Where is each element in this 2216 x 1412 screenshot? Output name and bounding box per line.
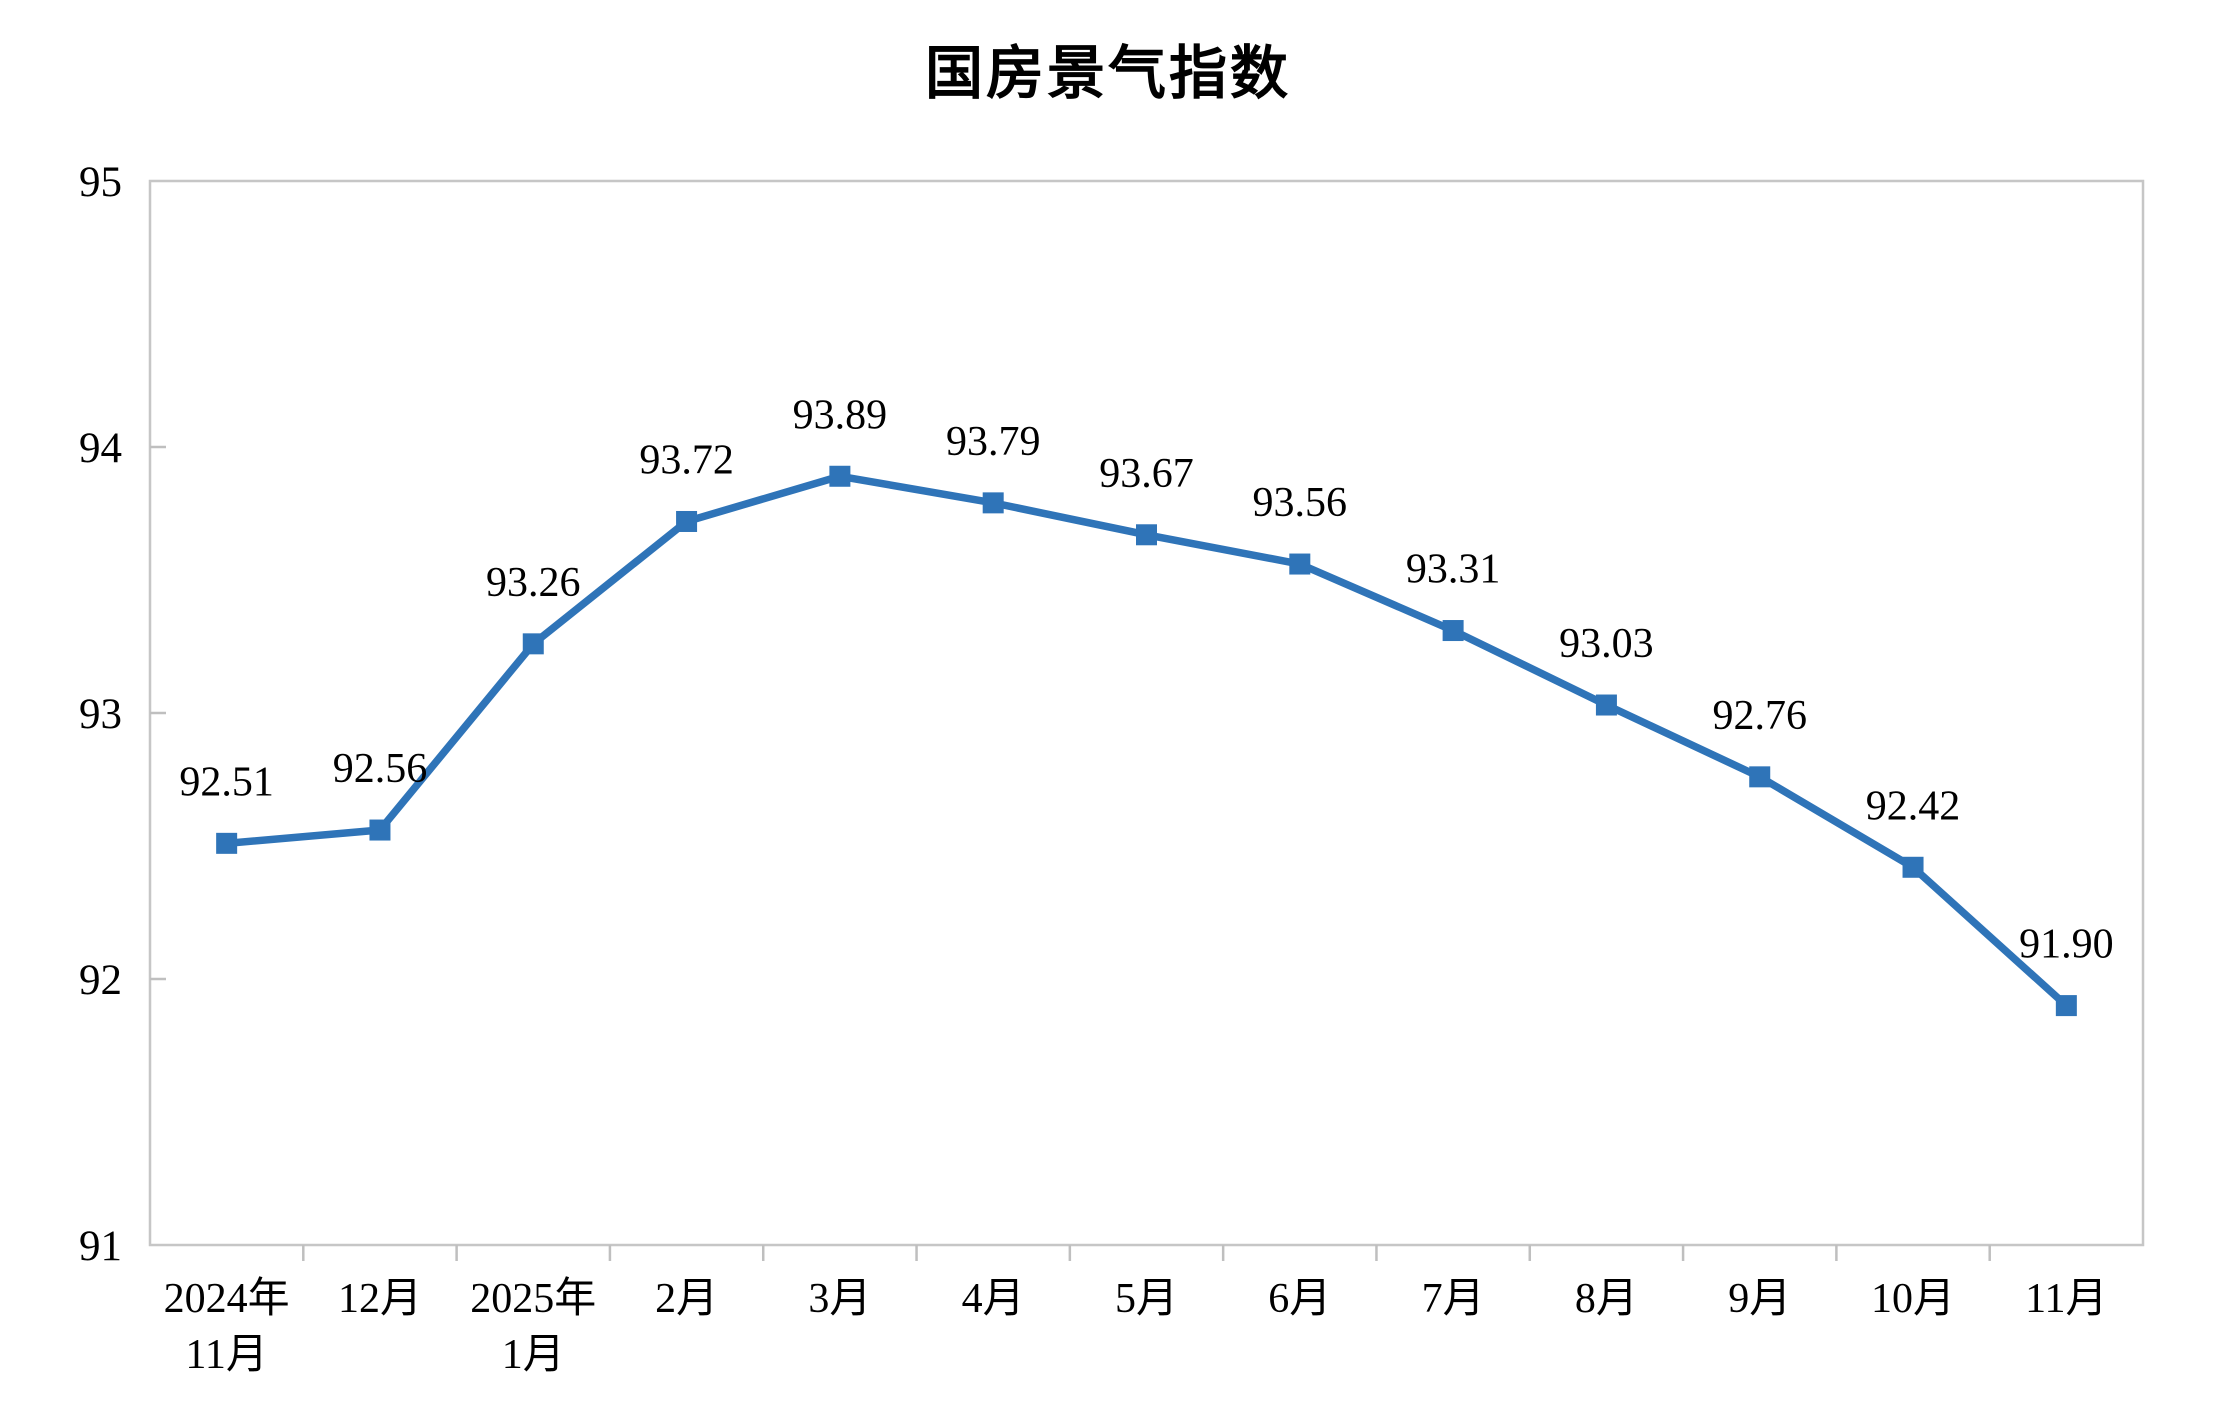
data-point-label: 92.56 xyxy=(333,746,428,792)
data-point-label: 93.72 xyxy=(639,437,734,483)
y-axis-tick-label: 91 xyxy=(79,1223,122,1270)
data-point-marker xyxy=(829,465,851,487)
data-point-marker xyxy=(1902,856,1924,878)
data-point-marker xyxy=(522,633,544,655)
x-axis-label: 9月 xyxy=(1728,1276,1791,1322)
data-point-label: 92.76 xyxy=(1712,693,1807,739)
x-axis-label: 2月 xyxy=(655,1276,718,1322)
data-point-label: 93.26 xyxy=(486,560,581,606)
x-axis-label: 2024年 xyxy=(164,1275,290,1322)
x-axis-label: 6月 xyxy=(1268,1276,1331,1322)
x-axis-label: 5月 xyxy=(1115,1276,1178,1322)
x-axis-label: 7月 xyxy=(1422,1276,1485,1322)
data-point-marker xyxy=(369,819,391,841)
data-point-marker xyxy=(676,510,698,532)
data-series-line xyxy=(226,472,2069,1009)
data-point-marker xyxy=(2055,995,2077,1017)
plot-frame xyxy=(148,179,2145,1247)
data-point-marker xyxy=(982,492,1004,514)
x-axis-label: 11月 xyxy=(2025,1276,2107,1322)
chart-title: 国房景气指数 xyxy=(924,41,1291,106)
y-axis-tick-label: 92 xyxy=(79,957,122,1004)
data-point-label: 93.67 xyxy=(1099,451,1194,497)
x-axis-label: 12月 xyxy=(338,1276,422,1322)
y-axis-tick-label: 94 xyxy=(79,425,122,472)
x-axis-label: 11月 xyxy=(185,1332,267,1378)
x-axis-label: 1月 xyxy=(502,1332,565,1378)
y-axis-tick-label: 93 xyxy=(79,691,122,738)
data-point-label: 93.31 xyxy=(1406,547,1501,593)
data-point-label: 91.90 xyxy=(2019,922,2114,968)
data-point-label: 93.89 xyxy=(793,392,888,438)
data-point-marker xyxy=(1595,694,1617,716)
x-axis-label: 8月 xyxy=(1575,1276,1638,1322)
data-point-label: 92.51 xyxy=(179,759,274,805)
data-point-marker xyxy=(216,832,238,854)
data-point-label: 93.56 xyxy=(1253,480,1348,526)
data-point-label: 92.42 xyxy=(1866,783,1961,829)
y-axis-tick-label: 95 xyxy=(79,159,122,206)
x-axis-label: 10月 xyxy=(1871,1276,1955,1322)
data-point-label: 93.03 xyxy=(1559,621,1654,667)
data-point-marker xyxy=(1749,766,1771,788)
data-point-label: 93.79 xyxy=(946,419,1041,465)
data-point-marker xyxy=(1442,620,1464,642)
x-axis-label: 2025年 xyxy=(470,1275,596,1322)
x-axis-label: 3月 xyxy=(808,1276,871,1322)
x-axis-label: 4月 xyxy=(962,1276,1025,1322)
data-point-marker xyxy=(1289,553,1311,575)
data-point-marker xyxy=(1136,524,1157,546)
